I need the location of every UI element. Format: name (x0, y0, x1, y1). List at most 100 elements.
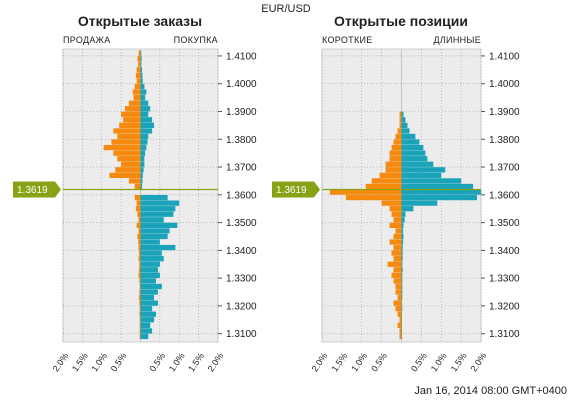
x-tick-label: 1.0% (167, 351, 187, 374)
right-bar (401, 128, 410, 134)
left-bar (397, 322, 402, 328)
right-bar (401, 272, 403, 278)
x-tick-label: 1.5% (70, 351, 90, 374)
left-bar (387, 261, 402, 267)
right-bar (140, 278, 156, 284)
right-bar (140, 78, 143, 84)
right-bar (401, 206, 414, 212)
left-bar (391, 211, 402, 217)
y-tick-label: 1.3100 (489, 329, 520, 340)
y-tick-label: 1.3700 (226, 163, 257, 174)
left-bar (371, 178, 402, 184)
left-bar (136, 78, 141, 84)
short-label: КОРОТКИЕ (322, 35, 373, 45)
right-bar (140, 233, 168, 240)
left-bar (138, 244, 141, 251)
y-tick-label: 1.3200 (489, 301, 520, 312)
right-bar (140, 156, 145, 162)
right-bar (401, 311, 402, 317)
symbol-title: EUR/USD (261, 3, 311, 15)
left-bar (139, 283, 141, 290)
right-bar (401, 144, 424, 151)
left-bar (103, 144, 141, 151)
right-bar (401, 289, 403, 295)
left-bar (385, 161, 402, 167)
left-bar (389, 156, 402, 162)
right-bar (140, 256, 164, 262)
left-bar (136, 67, 141, 73)
open-orders-y-axis: 1.4100 1.4000 1.3900 1.3800 1.3700 1.3600 1.35… (218, 51, 257, 340)
right-bar (140, 139, 148, 145)
left-bar (329, 189, 402, 195)
timestamp: Jan 16, 2014 08:00 GMT+0400 (414, 385, 567, 397)
open-orders-bars (103, 50, 180, 340)
left-bar (393, 233, 402, 240)
right-bar (140, 211, 174, 217)
left-bar (138, 294, 141, 301)
x-tick-label: 1.5% (449, 351, 469, 374)
left-bar (395, 133, 402, 140)
left-bar (139, 333, 141, 340)
left-bar (137, 233, 141, 240)
left-bar (391, 144, 402, 151)
right-bar (401, 161, 434, 167)
x-tick-label: 1.0% (89, 351, 109, 374)
left-bar (134, 83, 141, 90)
left-bar (399, 117, 402, 123)
right-bar (401, 117, 406, 123)
left-bar (365, 183, 402, 190)
right-bar (140, 83, 145, 90)
y-tick-label: 1.3800 (489, 135, 520, 146)
left-bar (139, 311, 141, 317)
open-orders-price-marker: 1.3619 (13, 181, 218, 198)
left-bar (139, 300, 141, 306)
right-bar (401, 278, 403, 284)
y-tick-label: 1.3300 (489, 274, 520, 285)
right-bar (140, 217, 164, 223)
y-tick-label: 1.3400 (489, 246, 520, 257)
right-bar (140, 61, 142, 67)
right-bar (401, 328, 402, 334)
left-bar (399, 328, 402, 334)
left-bar (136, 200, 141, 206)
left-bar (395, 289, 402, 295)
x-tick-label: 2.0% (51, 351, 71, 374)
x-tick-label: 1.0% (349, 351, 369, 374)
x-tick-label: 0.5% (109, 351, 129, 374)
left-bar (395, 306, 402, 312)
open-positions-y-axis: 1.4100 1.4000 1.3900 1.3800 1.3700 1.3600 1.35… (481, 51, 520, 340)
right-bar (401, 139, 420, 145)
left-bar (139, 261, 141, 267)
left-bar (128, 178, 141, 184)
right-bar (401, 306, 403, 312)
left-bar (132, 89, 141, 95)
left-bar (138, 250, 141, 256)
left-bar (125, 106, 141, 112)
right-bar (401, 156, 428, 162)
right-bar (140, 328, 153, 334)
left-bar (399, 111, 402, 117)
x-tick-label: 0.5% (147, 351, 167, 374)
left-bar (138, 267, 141, 273)
right-bar (401, 256, 403, 262)
left-bar (136, 222, 141, 228)
left-bar (117, 133, 141, 140)
right-bar (401, 250, 403, 256)
left-bar (139, 289, 141, 295)
left-bar (397, 311, 402, 317)
long-label: ДЛИННЫЕ (433, 35, 481, 45)
price-tag-label: 1.3619 (276, 185, 307, 196)
right-bar (140, 333, 149, 340)
right-bar (401, 239, 404, 245)
right-bar (401, 317, 402, 323)
right-bar (140, 94, 146, 101)
right-bar (140, 183, 143, 190)
left-bar (389, 222, 402, 228)
right-bar (401, 122, 408, 129)
open-positions-panel: Открытые позиции КОРОТКИЕ ДЛИННЫЕ 1.4100… (272, 13, 520, 374)
right-bar (401, 111, 404, 117)
open-positions-bars (329, 111, 481, 340)
left-bar (393, 217, 402, 223)
right-bar (140, 111, 149, 117)
right-bar (401, 322, 402, 328)
